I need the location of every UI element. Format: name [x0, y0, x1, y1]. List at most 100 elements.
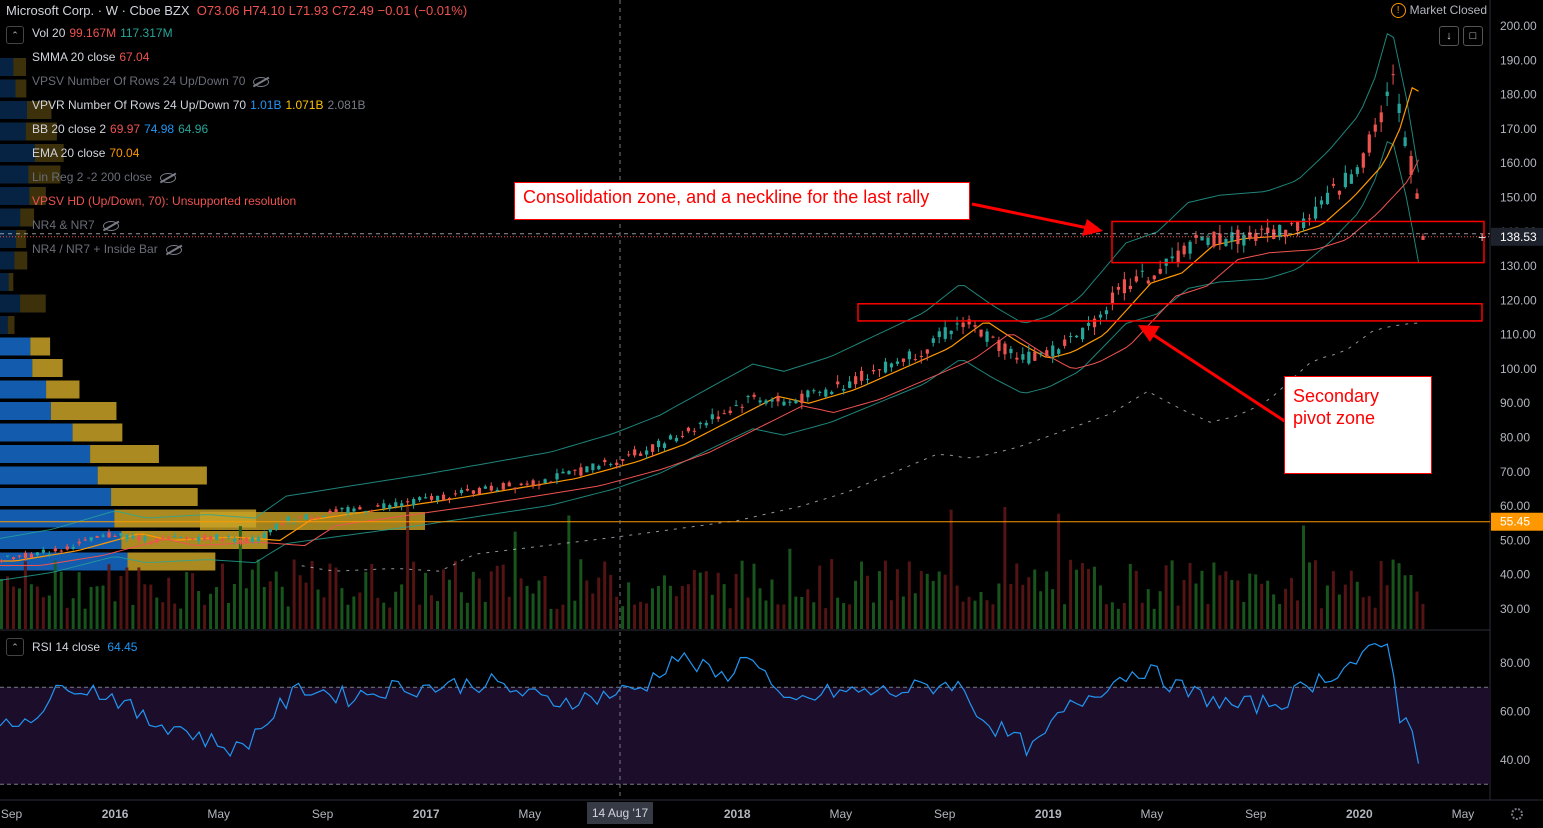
candle-body	[495, 489, 499, 492]
candle-body	[477, 487, 481, 495]
candle-body	[89, 537, 93, 541]
price-axis-label: 120.00	[1500, 293, 1537, 307]
market-status[interactable]: ! Market Closed	[1390, 3, 1487, 19]
consolidation-annotation[interactable]: Consolidation zone, and a neckline for t…	[514, 182, 970, 220]
volume-bar	[848, 604, 852, 629]
volume-bar	[615, 596, 619, 629]
price-axis-label: 170.00	[1500, 122, 1537, 136]
candle-body	[931, 338, 935, 343]
indicator-legend-item[interactable]: Lin Reg 2 -2 200 close	[32, 170, 177, 184]
candle-body	[1170, 256, 1174, 259]
volume-bar	[53, 560, 57, 629]
candle-body	[1349, 174, 1353, 184]
indicator-legend-item[interactable]: EMA 20 close 70.04	[32, 146, 139, 160]
volume-bar	[567, 515, 571, 629]
volume-profile-up	[0, 423, 73, 442]
candle-body	[1254, 233, 1258, 241]
indicator-legend-item[interactable]: NR4 / NR7 + Inside Bar	[32, 242, 182, 256]
volume-bar	[394, 591, 398, 629]
candle-body	[961, 322, 965, 328]
indicator-legend-item[interactable]: Vol 20 99.167M 117.317M	[32, 26, 173, 40]
volume-bar	[250, 569, 254, 629]
ohlc-change: −0.01 (−0.01%)	[377, 3, 468, 18]
time-axis-label: 2020	[1346, 807, 1373, 821]
indicator-legend-item[interactable]: SMMA 20 close 67.04	[32, 50, 149, 64]
rsi-value: 64.45	[107, 640, 138, 654]
indicator-legend-item[interactable]: BB 20 close 2 69.97 74.98 64.96	[32, 122, 208, 136]
volume-profile-down	[13, 58, 27, 76]
volume-bar	[621, 606, 625, 629]
hidden-eye-icon[interactable]	[253, 76, 270, 87]
hidden-eye-icon[interactable]	[165, 244, 182, 255]
candle-body	[776, 396, 780, 402]
candle-body	[716, 416, 720, 419]
fullscreen-icon[interactable]: □	[1463, 26, 1483, 46]
volume-bar	[143, 584, 147, 629]
volume-bar	[1290, 577, 1294, 629]
volume-profile-down	[90, 445, 159, 463]
candle-body	[1116, 286, 1121, 290]
candle-body	[1325, 192, 1330, 204]
volume-bar	[836, 597, 840, 629]
volume-bar	[418, 604, 422, 629]
hidden-eye-icon[interactable]	[160, 172, 177, 183]
time-axis-label: May	[1452, 807, 1475, 821]
scroll-down-icon[interactable]: ↓	[1439, 26, 1459, 46]
indicator-value: 2.081B	[327, 98, 366, 112]
candle-body	[441, 494, 446, 501]
candle-body	[346, 507, 350, 514]
symbol-interval[interactable]: W	[105, 3, 118, 18]
indicator-legend-item[interactable]: VPSV HD (Up/Down, 70): Unsupported resol…	[32, 194, 296, 208]
candle-body	[1206, 237, 1210, 245]
candle-body	[591, 463, 595, 471]
secondary-arrow-shaft	[1151, 332, 1287, 424]
indicator-legend-item[interactable]: VPSV Number Of Rows 24 Up/Down 70	[32, 74, 270, 88]
indicator-value: 117.317M	[120, 26, 173, 40]
candle-body	[621, 459, 625, 461]
volume-profile-up	[0, 208, 21, 227]
volume-bar	[232, 584, 236, 629]
rsi-axis-label: 60.00	[1500, 705, 1530, 719]
candle-body	[543, 479, 547, 484]
candle-body	[1242, 234, 1246, 246]
candle-body	[418, 497, 422, 501]
volume-profile-down	[14, 251, 28, 270]
volume-bar	[167, 577, 171, 629]
collapse-indicators-icon[interactable]: ⌃	[6, 26, 24, 44]
candle-body	[310, 517, 314, 520]
collapse-rsi-icon[interactable]: ⌃	[6, 638, 24, 656]
volume-bar	[913, 593, 917, 629]
indicator-value: 1.071B	[285, 98, 324, 112]
volume-bar	[507, 596, 511, 629]
volume-bar	[286, 606, 290, 629]
secondary-pivot-annotation[interactable]: Secondary pivot zone	[1284, 376, 1432, 474]
volume-bar	[11, 586, 15, 629]
volume-bar	[519, 578, 523, 629]
candle-body	[603, 459, 607, 463]
volume-bar	[435, 601, 439, 629]
candle-body	[764, 400, 768, 404]
volume-bar	[937, 571, 941, 629]
volume-bar	[1194, 583, 1198, 629]
candle-body	[77, 541, 81, 544]
volume-bar	[895, 569, 899, 629]
candle-body	[155, 538, 159, 543]
indicator-value: 67.04	[119, 50, 150, 64]
rsi-legend[interactable]: RSI 14 close 64.45	[32, 640, 137, 654]
indicator-label: Vol 20	[32, 26, 66, 40]
volume-bar	[47, 595, 51, 629]
candle-body	[567, 471, 571, 475]
symbol-name[interactable]: Microsoft Corp.	[6, 3, 95, 18]
indicator-legend-item[interactable]: VPVR Number Of Rows 24 Up/Down 70 1.01B 1.…	[32, 98, 366, 112]
candle-body	[382, 503, 386, 509]
candle-body	[304, 514, 308, 520]
indicator-legend-item[interactable]: NR4 & NR7	[32, 218, 119, 232]
volume-bar	[430, 595, 434, 629]
volume-bar	[310, 561, 314, 629]
market-status-label: Market Closed	[1409, 3, 1487, 17]
volume-bar	[1182, 580, 1186, 629]
hidden-eye-icon[interactable]	[102, 220, 119, 231]
volume-profile-down	[20, 208, 35, 227]
candle-body	[23, 552, 28, 559]
